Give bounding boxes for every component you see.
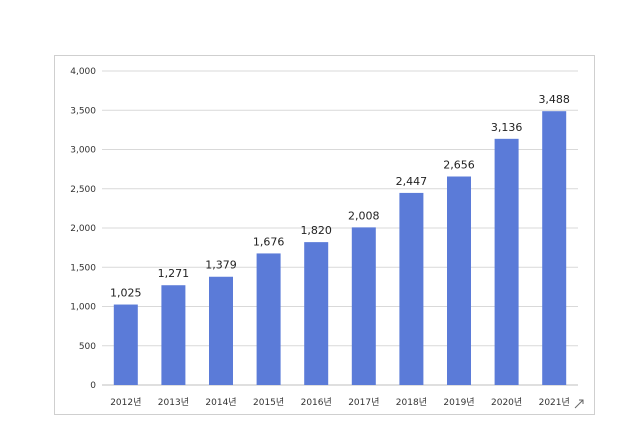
- resize-handle-icon[interactable]: [574, 399, 584, 409]
- data-label: 3,488: [538, 93, 570, 106]
- bar[interactable]: [113, 304, 138, 385]
- data-labels: 1,025 1,271 1,379 1,676 1,820 2,008 2,447 2,656…: [110, 93, 570, 299]
- data-label: 1,271: [158, 267, 190, 280]
- bar[interactable]: [304, 242, 329, 385]
- x-tick-label: 2019년: [443, 397, 474, 408]
- data-label: 1,820: [300, 224, 332, 237]
- bar[interactable]: [399, 192, 424, 385]
- y-tick-label: 0: [90, 381, 96, 391]
- y-tick-label: 500: [79, 342, 96, 352]
- y-tick-label: 3,500: [70, 106, 96, 116]
- data-label: 1,025: [110, 287, 142, 300]
- data-label: 2,656: [443, 159, 475, 172]
- y-tick-label: 2,500: [70, 185, 96, 195]
- x-tick-label: 2016년: [301, 397, 332, 408]
- x-tick-label: 2018년: [396, 397, 427, 408]
- y-axis-ticks: 0 500 1,000 1,500 2,000 2,500 3,000 3,500 4,000: [70, 67, 96, 391]
- x-tick-label: 2014년: [205, 397, 236, 408]
- bar[interactable]: [351, 227, 376, 385]
- x-tick-label: 2020년: [491, 397, 522, 408]
- x-tick-label: 2015년: [253, 397, 284, 408]
- bars: [113, 111, 567, 385]
- bar[interactable]: [161, 285, 186, 385]
- x-tick-label: 2017년: [348, 397, 379, 408]
- y-tick-label: 1,500: [70, 263, 96, 273]
- bar[interactable]: [494, 138, 519, 385]
- bar[interactable]: [256, 253, 281, 385]
- data-label: 1,676: [253, 235, 285, 248]
- x-tick-label: 2012년: [110, 397, 141, 408]
- data-label: 2,447: [396, 175, 428, 188]
- x-tick-label: 2021년: [539, 397, 570, 408]
- y-tick-label: 4,000: [70, 67, 96, 77]
- x-tick-label: 2013년: [158, 397, 189, 408]
- data-label: 3,136: [491, 121, 523, 134]
- data-label: 1,379: [205, 259, 237, 272]
- data-label: 2,008: [348, 209, 380, 222]
- y-tick-label: 1,000: [70, 303, 96, 313]
- bar[interactable]: [209, 276, 233, 385]
- x-axis-ticks: 2012년 2013년 2014년 2015년 2016년 2017년 2018년 2019년…: [110, 397, 570, 408]
- bar[interactable]: [542, 111, 567, 385]
- y-tick-label: 3,000: [70, 146, 96, 156]
- bar[interactable]: [447, 176, 471, 385]
- y-tick-label: 2,000: [70, 224, 96, 234]
